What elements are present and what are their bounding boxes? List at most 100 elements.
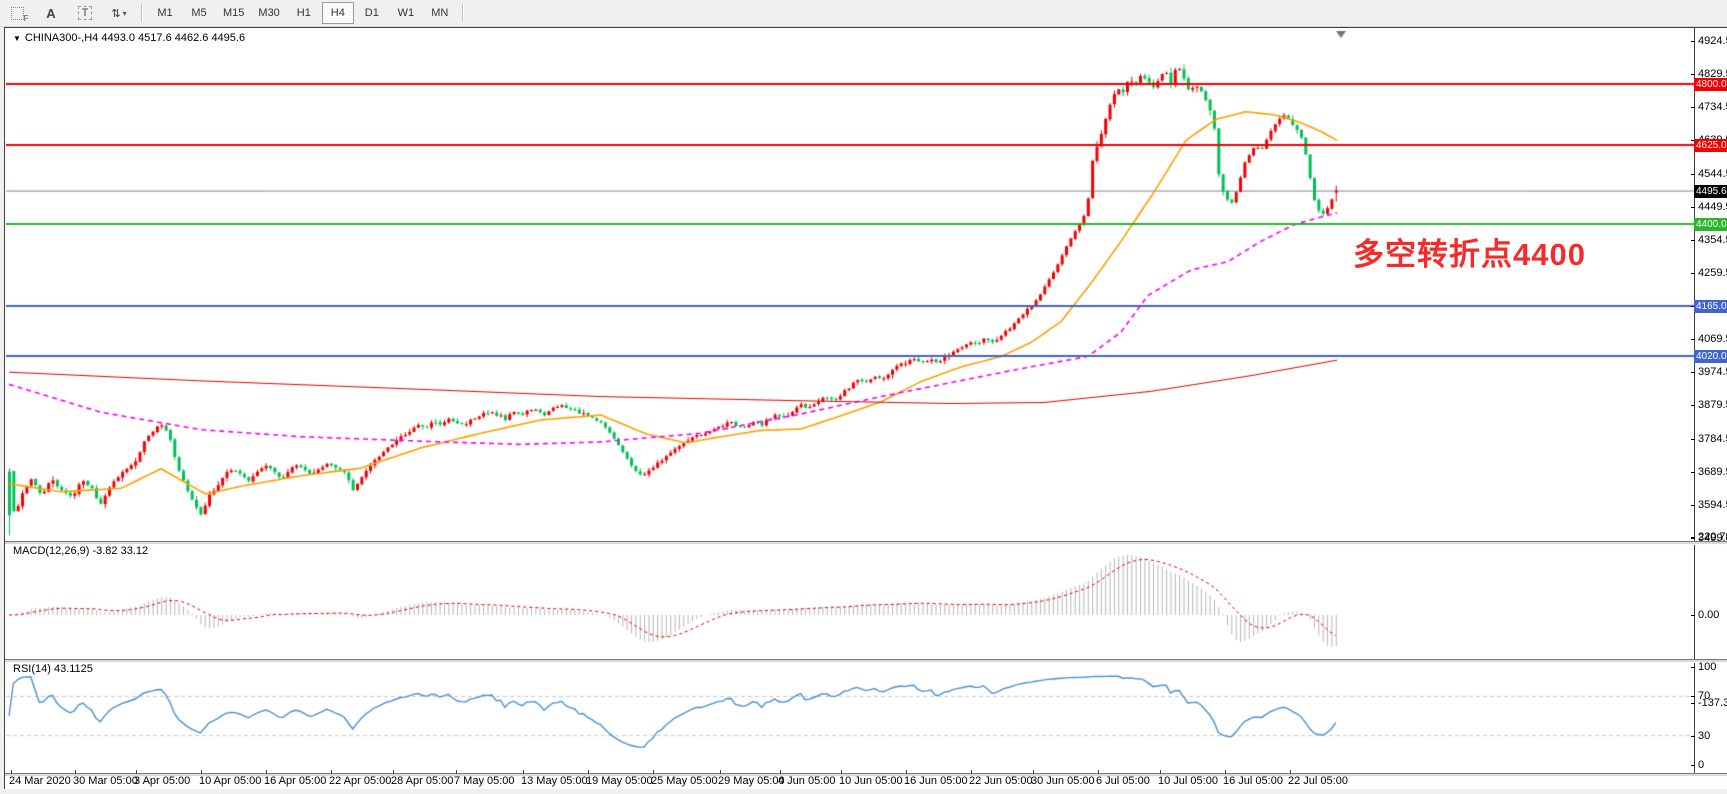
price-axis-label: 4924.5 bbox=[1698, 35, 1727, 47]
macd-label: MACD(12,26,9) -3.82 33.12 bbox=[13, 545, 149, 557]
axis-tick bbox=[1691, 140, 1695, 141]
toolbar-separator bbox=[141, 4, 143, 22]
rsi-axis-label: 100 bbox=[1698, 661, 1717, 673]
time-axis-separator bbox=[5, 773, 1727, 777]
axis-tick bbox=[1691, 107, 1695, 108]
time-axis-tick bbox=[841, 770, 842, 774]
chart-text-annotation: 多空转折点4400 bbox=[1353, 237, 1586, 272]
time-axis-tick bbox=[1098, 770, 1099, 774]
time-axis-tick bbox=[906, 770, 907, 774]
price-axis-label: 3689.5 bbox=[1698, 466, 1727, 478]
axis-tick bbox=[1691, 240, 1695, 241]
time-axis-label: 13 May 05:00 bbox=[521, 775, 588, 787]
axis-tick bbox=[1691, 765, 1695, 766]
price-axis-label: 4259.5 bbox=[1698, 267, 1727, 279]
time-axis-label: 10 Apr 05:00 bbox=[199, 775, 262, 787]
timeframe-button-d1[interactable]: D1 bbox=[364, 7, 379, 19]
chart-title: ▼ CHINA300-,H4 4493.0 4517.6 4462.6 4495.… bbox=[13, 32, 245, 44]
current-price-badge: 4495.6 bbox=[1694, 185, 1727, 198]
time-axis-tick bbox=[1290, 770, 1291, 774]
level-price-badge: 4020.0 bbox=[1694, 350, 1727, 363]
text-icon: T bbox=[77, 6, 93, 20]
time-axis-label: 3 Apr 05:00 bbox=[134, 775, 191, 787]
chart-dropdown-icon[interactable]: ▼ bbox=[13, 34, 21, 43]
time-axis-tick bbox=[11, 770, 12, 774]
time-axis-label: 22 Apr 05:00 bbox=[329, 775, 392, 787]
price-chart-canvas[interactable] bbox=[6, 29, 1694, 541]
time-axis-label: 16 Jul 05:00 bbox=[1223, 775, 1283, 787]
timeframe-button-m30[interactable]: M30 bbox=[258, 7, 280, 19]
chart-title-text: CHINA300-,H4 4493.0 4517.6 4462.6 4495.6 bbox=[24, 32, 246, 44]
time-axis-label: 10 Jul 05:00 bbox=[1158, 775, 1218, 787]
timeframe-button-h4[interactable]: H4 bbox=[321, 2, 354, 24]
font-tool[interactable]: A bbox=[46, 5, 56, 21]
macd-panel-canvas[interactable] bbox=[6, 543, 1694, 659]
level-price-badge: 4400.0 bbox=[1694, 218, 1727, 231]
axis-tick bbox=[1691, 207, 1695, 208]
timeframe-button-m1[interactable]: M1 bbox=[157, 7, 173, 19]
rsi-panel-separator[interactable] bbox=[5, 659, 1727, 663]
snap-grid-tool[interactable]: F bbox=[1, 2, 33, 24]
axis-tick bbox=[1691, 538, 1695, 539]
price-axis-label: 4734.5 bbox=[1698, 101, 1727, 113]
time-axis-tick bbox=[653, 770, 654, 774]
timeframe-button-w1[interactable]: W1 bbox=[397, 7, 415, 19]
time-axis-label: 29 May 05:00 bbox=[718, 775, 785, 787]
arrows-icon: ⇅ bbox=[111, 7, 121, 20]
price-axis-label: 4354.5 bbox=[1698, 234, 1727, 246]
time-axis-label: 19 May 05:00 bbox=[586, 775, 653, 787]
text-label-tool[interactable]: T bbox=[69, 2, 101, 24]
axis-tick bbox=[1691, 696, 1695, 697]
level-price-badge: 4800.0 bbox=[1694, 78, 1727, 91]
time-axis-tick bbox=[136, 770, 137, 774]
time-axis-tick bbox=[393, 770, 394, 774]
axis-tick bbox=[1691, 615, 1695, 616]
timeframe-button-h1[interactable]: H1 bbox=[296, 7, 311, 19]
time-axis-label: 16 Jun 05:00 bbox=[904, 775, 968, 787]
axis-tick bbox=[1691, 74, 1695, 75]
time-axis-label: 22 Jul 05:00 bbox=[1288, 775, 1348, 787]
timeframe-group: M1 M5 M15 M30 H1 H4 D1 W1 MN bbox=[148, 2, 457, 24]
timeframe-button-mn[interactable]: MN bbox=[431, 7, 449, 19]
toolbar-separator bbox=[461, 4, 464, 22]
axis-tick bbox=[1691, 174, 1695, 175]
axis-tick bbox=[1691, 703, 1695, 704]
time-axis-tick bbox=[75, 770, 76, 774]
time-axis-tick bbox=[588, 770, 589, 774]
level-price-badge: 4625.0 bbox=[1694, 139, 1727, 152]
price-axis-border bbox=[1694, 28, 1695, 773]
price-axis-label: 4544.5 bbox=[1698, 168, 1727, 180]
rsi-axis-label: 70 bbox=[1698, 690, 1711, 702]
time-axis-tick bbox=[1160, 770, 1161, 774]
grid-icon: F bbox=[10, 6, 29, 23]
chevron-down-icon: ▾ bbox=[122, 8, 127, 18]
cycle-lines-tool[interactable]: ⇅ ▾ bbox=[103, 2, 135, 24]
time-axis-tick bbox=[523, 770, 524, 774]
price-axis-label: 4069.5 bbox=[1698, 333, 1727, 345]
timeframe-button-m15[interactable]: M15 bbox=[223, 7, 245, 19]
price-axis-label: 3499.5 bbox=[1698, 532, 1727, 544]
time-axis-label: 30 Mar 05:00 bbox=[73, 775, 138, 787]
time-axis-label: 16 Apr 05:00 bbox=[264, 775, 327, 787]
axis-tick bbox=[1691, 736, 1695, 737]
axis-tick bbox=[1691, 667, 1695, 668]
time-axis-tick bbox=[1225, 770, 1226, 774]
time-axis-label: 6 Jul 05:00 bbox=[1096, 775, 1150, 787]
axis-tick bbox=[1691, 273, 1695, 274]
rsi-panel-canvas[interactable] bbox=[6, 661, 1694, 773]
price-axis-label: 3594.5 bbox=[1698, 499, 1727, 511]
time-axis-label: 22 Jun 05:00 bbox=[969, 775, 1033, 787]
time-axis-label: 7 May 05:00 bbox=[454, 775, 515, 787]
time-axis-tick bbox=[201, 770, 202, 774]
macd-axis-label: 220.78 bbox=[1698, 531, 1727, 543]
time-axis-tick bbox=[780, 770, 781, 774]
macd-panel-separator[interactable] bbox=[5, 541, 1727, 545]
macd-axis-label: 0.00 bbox=[1698, 609, 1720, 621]
level-price-badge: 4165.0 bbox=[1694, 300, 1727, 313]
timeframe-button-m5[interactable]: M5 bbox=[191, 7, 207, 19]
rsi-label: RSI(14) 43.1125 bbox=[13, 663, 93, 675]
axis-tick bbox=[1691, 306, 1695, 307]
axis-tick bbox=[1691, 505, 1695, 506]
time-axis-tick bbox=[720, 770, 721, 774]
time-axis-tick bbox=[971, 770, 972, 774]
